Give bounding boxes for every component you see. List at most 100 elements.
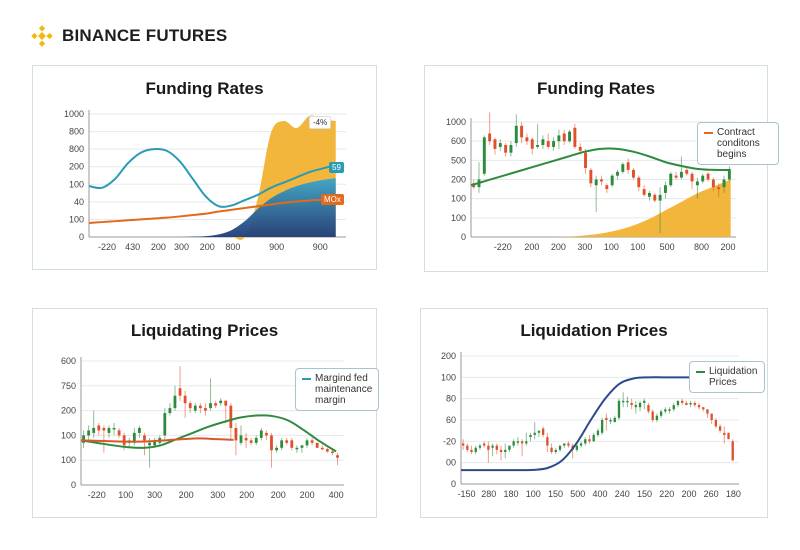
candle-body (616, 171, 619, 176)
candle-body (546, 141, 550, 147)
candle-body (483, 443, 486, 446)
candle-body (325, 449, 329, 452)
candle-body (550, 447, 553, 452)
candle-body (487, 445, 490, 450)
x-tick-label: 200 (721, 242, 736, 252)
candle-body (470, 449, 473, 452)
candle-body (285, 440, 289, 443)
candle-body (112, 427, 116, 430)
line-series (88, 198, 336, 224)
candle-body (588, 439, 591, 442)
candle-body (97, 425, 101, 431)
chart-panel-liquidation-prices: Liquidation Prices 0 00 -20 60 80 100 200 -150 2… (420, 308, 768, 518)
candle-body (516, 441, 520, 443)
chart-title: Funding Rates (536, 79, 656, 98)
chart-panel-funding-rates-1: Funding Rates 0 100 40 100 200 800 800 1000 -220… (32, 65, 377, 270)
candle-body (658, 194, 662, 201)
candle-body (600, 420, 604, 433)
candle-body (610, 175, 614, 186)
candle-body (92, 427, 96, 433)
candle-body (102, 427, 106, 431)
candle-body (541, 428, 545, 435)
y-tick-label: 100 (451, 194, 466, 204)
candle-body (727, 432, 730, 440)
candle-body (270, 435, 273, 451)
x-tick-label: 300 (174, 242, 189, 252)
x-tick-label: -220 (98, 242, 116, 252)
candle-body (596, 430, 600, 435)
x-tick-label: 300 (147, 490, 162, 500)
x-tick-label: 180 (504, 489, 519, 499)
candle-body (493, 139, 497, 149)
candle-body (685, 402, 688, 406)
x-tick-label: 200 (151, 242, 166, 252)
candle-body (533, 432, 536, 435)
candle-body (592, 434, 595, 442)
candle-body (731, 441, 734, 461)
candle-body (584, 152, 587, 168)
candle-body (621, 164, 625, 172)
y-tick-label: 0 (71, 480, 76, 490)
candle-body (265, 432, 268, 436)
candle-body (249, 440, 253, 443)
x-tick-label: -220 (494, 242, 512, 252)
candle-body (82, 435, 85, 443)
y-tick-label: 80 (446, 394, 456, 404)
candle-body (552, 141, 556, 147)
y-tick-label: 1000 (446, 117, 466, 127)
y-tick-label: 800 (69, 144, 84, 154)
chart-legend: Liquidation Prices (689, 361, 765, 393)
candle-body (679, 171, 683, 178)
y-tick-label: 60 (446, 415, 456, 425)
candle-body (466, 445, 469, 450)
candle-body (509, 145, 513, 153)
candle-body (520, 125, 524, 138)
x-tick-label: 150 (637, 489, 652, 499)
candle-body (622, 400, 625, 403)
legend-label: Margind fed maintenance margin (315, 373, 373, 406)
candle-body (259, 430, 263, 438)
chart-panel-liquidating-prices: Liquidating Prices 0 100 100 200 750 600 -220 1… (32, 308, 379, 518)
candle-body (647, 405, 650, 412)
y-tick-label: 600 (61, 356, 76, 366)
candle-body (504, 145, 508, 153)
x-tick-label: -150 (458, 489, 476, 499)
candle-body (300, 445, 304, 448)
brand-name: BINANCE FUTURES (62, 26, 228, 45)
line-series (88, 148, 336, 208)
candle-body (482, 137, 486, 174)
candle-body (638, 402, 642, 408)
candle-body (626, 400, 629, 403)
x-tick-label: 200 (300, 490, 315, 500)
candle-body (637, 177, 641, 188)
candle-body (672, 405, 675, 410)
candle-body (695, 181, 699, 186)
candle-body (632, 169, 635, 178)
candle-body (290, 440, 294, 448)
x-tick-label: 100 (630, 242, 645, 252)
candle-body (655, 415, 659, 420)
candle-body (512, 441, 515, 446)
x-tick-label: 200 (271, 490, 286, 500)
candle-body (663, 185, 667, 193)
x-tick-label: 100 (604, 242, 619, 252)
y-tick-label: 00 (446, 458, 456, 468)
x-tick-label: 200 (551, 242, 566, 252)
candle-body (244, 437, 248, 441)
candle-body (643, 400, 646, 403)
candle-body (702, 407, 705, 410)
candle-body (280, 440, 284, 448)
candle-body (204, 408, 207, 411)
x-tick-label: 800 (225, 242, 240, 252)
candle-body (579, 443, 583, 446)
candle-body (710, 413, 713, 420)
candle-body (584, 439, 587, 444)
x-tick-label: 200 (179, 490, 194, 500)
candle-body (626, 162, 630, 170)
candle-body (107, 427, 111, 433)
x-tick-label: 200 (200, 242, 215, 252)
candle-body (183, 395, 187, 404)
y-tick-label: 600 (451, 136, 466, 146)
legend-swatch (302, 378, 311, 380)
line-series (470, 147, 731, 187)
